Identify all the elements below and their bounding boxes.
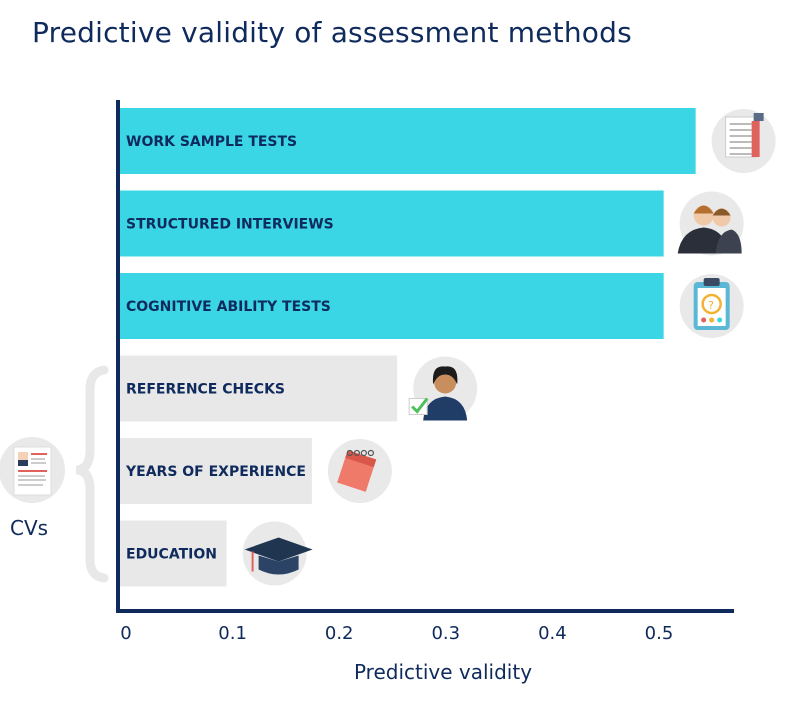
x-tick-label: 0.5 <box>645 623 674 644</box>
bar-label: REFERENCE CHECKS <box>126 382 285 398</box>
woman-checkmark-icon <box>408 356 478 421</box>
bar-cognitive-ability-tests <box>120 273 664 339</box>
calendar-icon <box>327 439 392 503</box>
bar-label: STRUCTURED INTERVIEWS <box>126 217 334 233</box>
bar-work-sample-tests <box>120 108 696 174</box>
ticks-layer: 0 0.1 0.2 0.3 0.4 0.5 <box>120 623 673 644</box>
bar-label: EDUCATION <box>126 547 217 563</box>
x-tick-label: 0.1 <box>218 623 247 644</box>
bar-reference-checks <box>120 355 398 422</box>
clipboard-stopwatch-icon: ? <box>679 274 744 338</box>
icons-layer: ? <box>242 109 776 586</box>
resume-icon <box>0 437 65 503</box>
x-tick-label: 0 <box>120 623 131 644</box>
x-axis-label: Predictive validity <box>353 660 533 684</box>
chart-title: Predictive validity of assessment method… <box>32 16 632 49</box>
bar-label: COGNITIVE ABILITY TESTS <box>126 299 331 315</box>
bar-structured-interviews <box>120 190 664 257</box>
bar-education <box>120 520 227 587</box>
bar-label: YEARS OF EXPERIENCE <box>125 464 306 480</box>
graduation-cap-icon <box>242 521 313 586</box>
cv-group-label: CVs <box>10 516 49 540</box>
x-tick-label: 0.4 <box>538 623 567 644</box>
document-icon <box>711 109 776 173</box>
bars-layer: WORK SAMPLE TESTS STRUCTURED INTERVIEWS CO… <box>120 108 696 587</box>
bar-label: WORK SAMPLE TESTS <box>126 134 297 150</box>
svg-text:?: ? <box>708 299 714 312</box>
x-tick-label: 0.2 <box>325 623 354 644</box>
bar-years-of-experience <box>120 438 312 504</box>
interview-people-icon <box>677 191 744 256</box>
x-tick-label: 0.3 <box>431 623 460 644</box>
cv-group-bracket <box>75 365 109 583</box>
